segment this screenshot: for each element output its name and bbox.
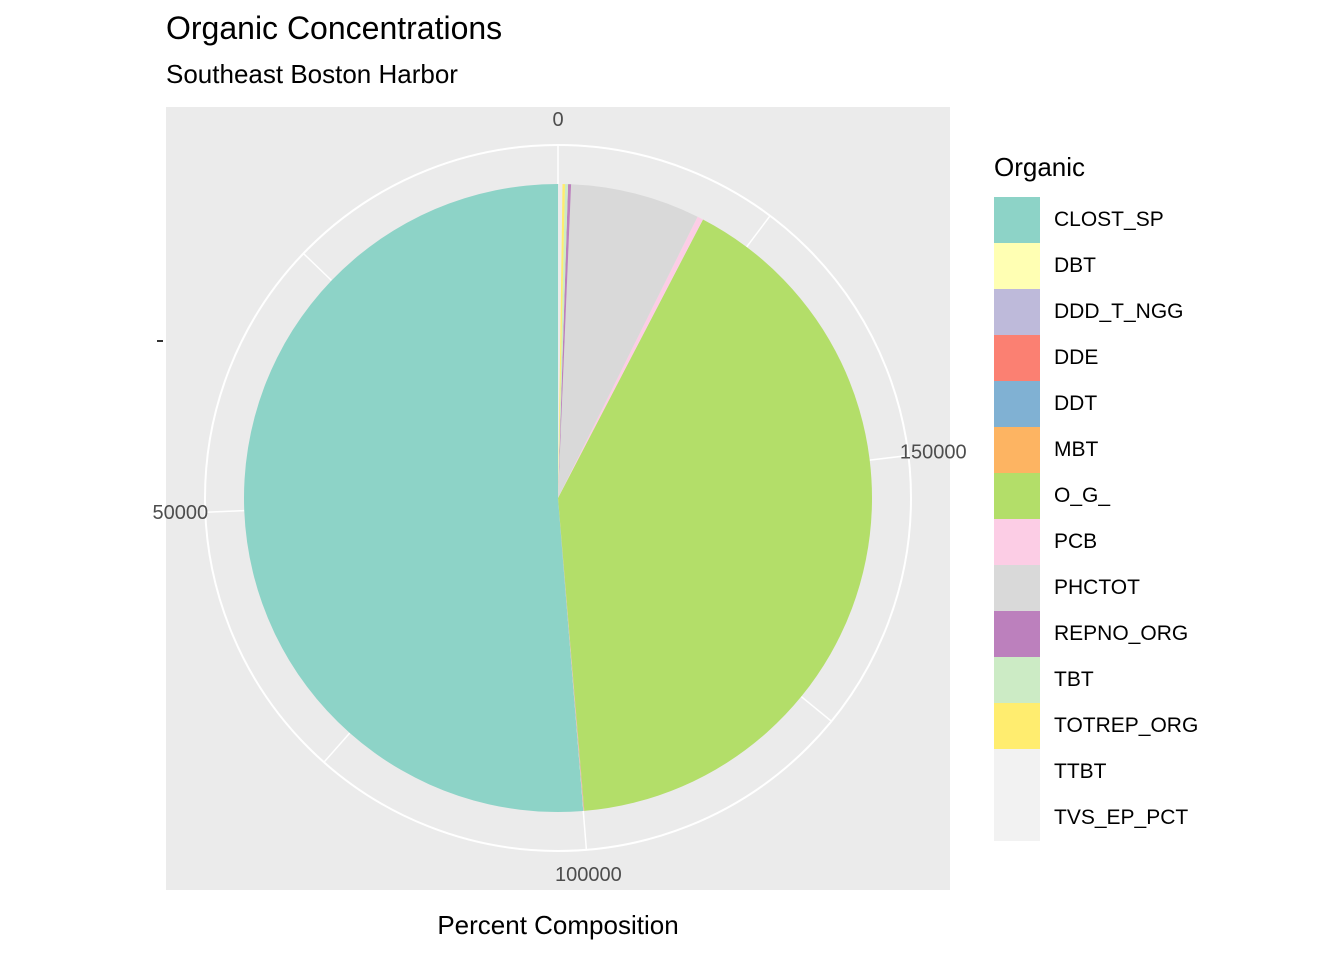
legend-swatch bbox=[994, 519, 1040, 565]
legend-entry: REPNO_ORG bbox=[994, 611, 1198, 657]
legend-entry: DDT bbox=[994, 381, 1198, 427]
legend-label: TVS_EP_PCT bbox=[1054, 806, 1189, 829]
legend-entry: O_G_ bbox=[994, 473, 1198, 519]
legend-entry: TBT bbox=[994, 657, 1198, 703]
legend: Organic CLOST_SP DBT DDD_T_NGG DDE DDT MBT O_G… bbox=[994, 152, 1198, 841]
pie-slice-mbt bbox=[558, 498, 585, 811]
legend-entry: TVS_EP_PCT bbox=[994, 795, 1198, 841]
legend-swatch bbox=[994, 565, 1040, 611]
grid-spoke bbox=[323, 732, 351, 763]
legend-label: REPNO_ORG bbox=[1054, 622, 1189, 645]
pie-slice-totrep-org bbox=[558, 184, 566, 498]
legend-swatch bbox=[994, 289, 1040, 335]
pie-slice-phctot bbox=[558, 184, 698, 498]
legend-label: DDD_T_NGG bbox=[1054, 300, 1184, 323]
chart-title: Organic Concentrations bbox=[166, 10, 503, 46]
legend-entry: DDE bbox=[994, 335, 1198, 381]
legend-label: PHCTOT bbox=[1054, 576, 1140, 599]
grid-spoke bbox=[800, 696, 832, 722]
legend-swatch bbox=[994, 795, 1040, 841]
pie-slice-pcb bbox=[558, 216, 703, 499]
legend-entry: DBT bbox=[994, 243, 1198, 289]
grid-spoke bbox=[582, 810, 588, 850]
radial-tick-label: 100000 bbox=[555, 864, 622, 886]
legend-swatch bbox=[994, 197, 1040, 243]
legend-swatch bbox=[994, 611, 1040, 657]
radial-tick-label: 150000 bbox=[900, 441, 967, 463]
legend-swatch bbox=[994, 335, 1040, 381]
legend-label: CLOST_SP bbox=[1054, 208, 1164, 231]
legend-label: PCB bbox=[1054, 530, 1098, 553]
legend-swatch bbox=[994, 749, 1040, 795]
legend-entry: MBT bbox=[994, 427, 1198, 473]
legend-label: TOTREP_ORG bbox=[1054, 714, 1199, 737]
pie-slice-dde bbox=[558, 498, 584, 811]
legend-entry: DDD_T_NGG bbox=[994, 289, 1198, 335]
legend-swatch bbox=[994, 703, 1040, 749]
radial-tick-label: 0 bbox=[552, 109, 563, 131]
grid-spoke bbox=[869, 454, 909, 461]
legend-entry: TTBT bbox=[994, 749, 1198, 795]
legend-entry: CLOST_SP bbox=[994, 197, 1198, 243]
legend-label: TTBT bbox=[1054, 760, 1107, 783]
pie-slice-ddt bbox=[558, 498, 585, 811]
radial-tick-label: 50000 bbox=[152, 502, 208, 524]
pie-slice-repno-org bbox=[558, 184, 572, 498]
legend-entry: PHCTOT bbox=[994, 565, 1198, 611]
legend-entries: CLOST_SP DBT DDD_T_NGG DDE DDT MBT O_G_ PCB PHCT… bbox=[994, 197, 1198, 841]
y-axis-tick bbox=[157, 340, 163, 342]
chart-subtitle: Southeast Boston Harbor bbox=[166, 59, 458, 89]
legend-label: DBT bbox=[1054, 254, 1096, 277]
legend-label: MBT bbox=[1054, 438, 1099, 461]
pie-slice-ddd-t-ngg bbox=[558, 498, 584, 811]
legend-label: O_G_ bbox=[1054, 484, 1111, 507]
grid-spoke bbox=[746, 215, 771, 248]
legend-title: Organic bbox=[994, 152, 1086, 182]
legend-swatch bbox=[994, 473, 1040, 519]
legend-swatch bbox=[994, 243, 1040, 289]
pie-slice-o-g- bbox=[558, 219, 872, 811]
grid-spoke bbox=[205, 509, 245, 513]
legend-entry: TOTREP_ORG bbox=[994, 703, 1198, 749]
legend-swatch bbox=[994, 381, 1040, 427]
legend-label: DDT bbox=[1054, 392, 1098, 415]
pie-slice-clost-sp bbox=[243, 184, 584, 813]
legend-swatch bbox=[994, 657, 1040, 703]
legend-label: DDE bbox=[1054, 346, 1099, 369]
x-axis-label: Percent Composition bbox=[437, 910, 679, 940]
pie-slices bbox=[243, 184, 872, 813]
radial-tick-labels: 0 50000 100000 150000 bbox=[152, 109, 966, 886]
pie-slice-dbt bbox=[558, 498, 584, 811]
legend-entry: PCB bbox=[994, 519, 1198, 565]
legend-label: TBT bbox=[1054, 668, 1094, 691]
grid-spoke bbox=[302, 252, 333, 282]
legend-swatch bbox=[994, 427, 1040, 473]
pie-slice-tbt bbox=[558, 184, 569, 498]
radial-grid bbox=[204, 144, 912, 852]
